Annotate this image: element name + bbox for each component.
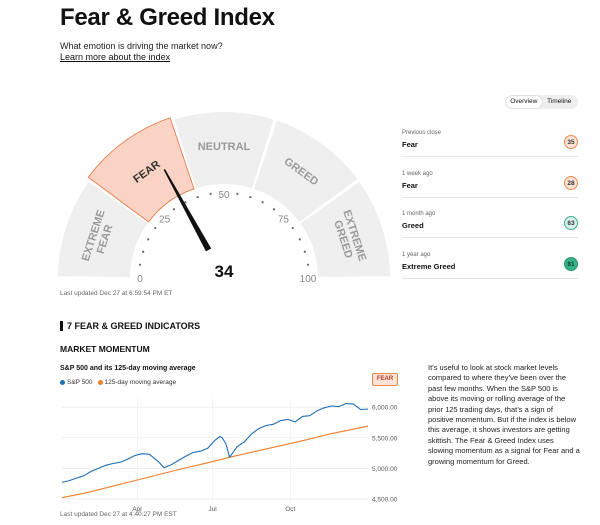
gauge-dot xyxy=(154,226,157,230)
indicators-section-title: 7 FEAR & GREED INDICATORS xyxy=(67,321,201,331)
history-period-label: Previous close xyxy=(402,130,442,136)
legend-item-ma: 125-day moving average xyxy=(97,379,177,386)
chart-y-tick-label: 4,500.00 xyxy=(372,496,398,503)
history-rating: Greed xyxy=(402,221,424,230)
history-rating: Fear xyxy=(402,181,418,190)
chart-legend: S&P 500 125-day moving average xyxy=(60,379,176,386)
tab-overview[interactable]: Overview xyxy=(506,96,542,108)
tab-timeline[interactable]: Timeline xyxy=(547,98,572,105)
gauge-dot xyxy=(291,226,294,230)
gauge-last-updated: Last updated Dec 27 at 6:59:54 PM ET xyxy=(60,290,173,297)
legend-dot-ma xyxy=(97,379,103,385)
series-line-moving-average xyxy=(61,425,369,499)
fear-greed-gauge: EXTREMEFEARFEARNEUTRALGREEDEXTREMEGREED … xyxy=(58,112,390,284)
history-score-badge: 63 xyxy=(564,216,578,230)
page-subtitle: What emotion is driving the market now? xyxy=(60,41,223,51)
series-line-sp500 xyxy=(61,402,369,483)
section-marker xyxy=(60,321,63,331)
gauge-dot xyxy=(172,208,176,211)
history-score-badge: 28 xyxy=(564,176,578,190)
chart-title: S&P 500 and its 125-day moving average xyxy=(60,365,196,372)
view-toggle: Overview Timeline xyxy=(505,95,578,109)
gauge-tick-label: 25 xyxy=(159,215,171,226)
gauge-segment-extreme-greed xyxy=(300,181,390,278)
gauge-hub xyxy=(191,245,257,284)
gauge-value: 34 xyxy=(215,262,234,281)
history-period-label: 1 week ago xyxy=(402,171,433,177)
gauge-dot xyxy=(147,238,150,241)
gauge-tick-label: 100 xyxy=(300,274,317,284)
gauge-dot xyxy=(306,263,310,266)
gauge-dot xyxy=(272,208,276,211)
gauge-dot xyxy=(196,196,199,199)
gauge-tick-label: 0 xyxy=(137,274,143,284)
gauge-segment-neutral xyxy=(174,112,274,189)
gauge-dot xyxy=(142,250,145,253)
history-score-badge: 35 xyxy=(564,135,578,149)
momentum-status-badge: FEAR xyxy=(372,373,398,386)
chart-x-tick-label: Jul xyxy=(208,506,217,512)
gauge-dot xyxy=(249,196,252,199)
chart-x-tick-label: Apr xyxy=(132,506,143,512)
gauge-tick-label: 50 xyxy=(218,190,230,201)
gauge-segment-fear xyxy=(87,117,195,223)
momentum-description: It’s useful to look at stock market leve… xyxy=(428,363,580,466)
legend-item-sp500: S&P 500 xyxy=(60,379,93,386)
history-period-label: 1 month ago xyxy=(402,211,436,217)
gauge-dot xyxy=(303,250,306,253)
history-rating: Fear xyxy=(402,140,418,149)
chart-x-tick-label: Oct xyxy=(285,506,295,512)
gauge-dot xyxy=(184,201,187,204)
gauge-dot xyxy=(209,192,212,196)
gauge-segment-greed xyxy=(253,120,358,222)
gauge-tick-label: 75 xyxy=(278,215,290,226)
history-row: 1 year ago Extreme Greed 81 xyxy=(402,252,578,279)
chart-last-updated: Last updated Dec 27 at 4:40:27 PM EST xyxy=(60,511,177,518)
gauge-dot xyxy=(261,201,264,204)
chart-y-tick-label: 6,000.00 xyxy=(372,405,398,412)
gauge-needle xyxy=(163,168,212,252)
history-row: Previous close Fear 35 xyxy=(402,130,578,157)
history-row: 1 week ago Fear 28 xyxy=(402,171,578,198)
history-rating: Extreme Greed xyxy=(402,262,456,271)
gauge-dot xyxy=(236,192,239,196)
market-momentum-title: MARKET MOMENTUM xyxy=(60,344,150,354)
chart-y-tick-label: 5,500.00 xyxy=(372,435,398,442)
chart-y-tick-label: 5,000.00 xyxy=(372,466,398,473)
momentum-chart: 4,500.00 5,000.00 5,500.00 6,000.00 Apr Jul O… xyxy=(61,398,398,512)
gauge-label-neutral: NEUTRAL xyxy=(198,141,251,153)
learn-more-link[interactable]: Learn more about the index xyxy=(60,52,171,62)
legend-dot-sp500 xyxy=(60,379,65,385)
gauge-segment-extreme-fear xyxy=(58,181,148,278)
history-score-badge: 81 xyxy=(564,257,578,271)
history-row: 1 month ago Greed 63 xyxy=(402,211,578,238)
history-period-label: 1 year ago xyxy=(402,252,431,258)
gauge-dot xyxy=(298,238,301,241)
legend-label-sp500: S&P 500 xyxy=(67,379,93,386)
legend-label-ma: 125-day moving average xyxy=(104,379,177,386)
page-title: Fear & Greed Index xyxy=(60,4,275,31)
gauge-dot xyxy=(138,263,142,266)
